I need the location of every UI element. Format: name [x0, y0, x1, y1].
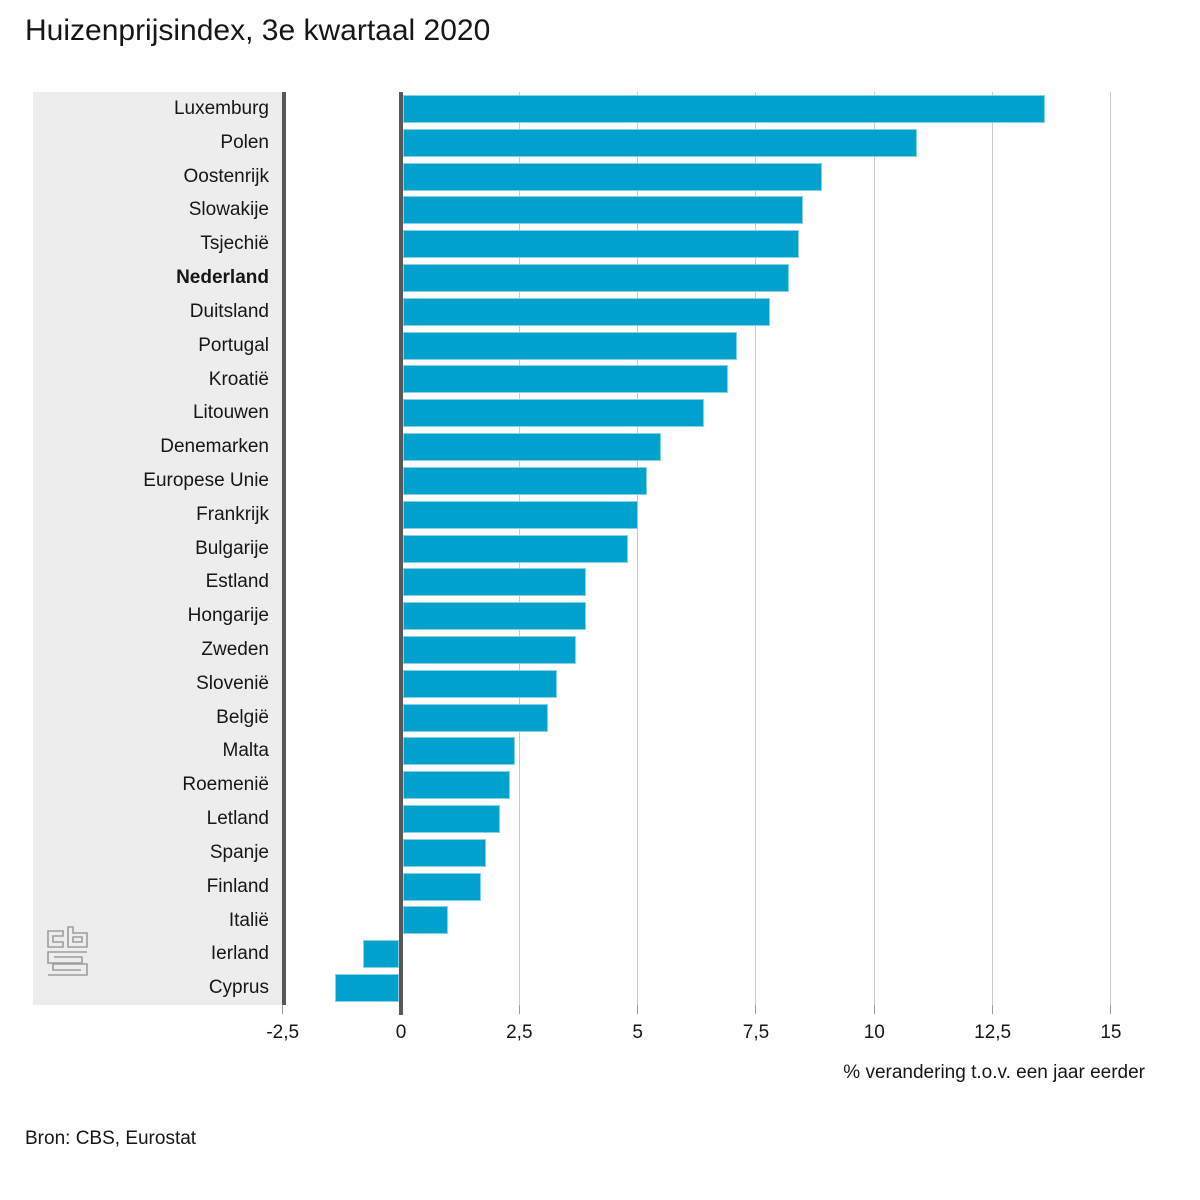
x-tick-label: 12,5: [974, 1022, 1012, 1043]
category-label: Letland: [206, 808, 269, 830]
bar: [403, 872, 482, 901]
cbs-logo-b: [67, 926, 88, 948]
x-tick: [518, 1005, 520, 1014]
bar: [403, 906, 449, 935]
cbs-logo: [47, 926, 88, 976]
bar: [403, 263, 790, 292]
category-label: Malta: [222, 740, 269, 762]
zero-axis-line: [399, 92, 403, 1015]
category-label: Frankrijk: [196, 503, 269, 525]
x-tick-label: 2,5: [506, 1022, 533, 1043]
bar: [403, 737, 515, 766]
gridline: [992, 92, 994, 1005]
bar: [403, 399, 704, 428]
category-label: Litouwen: [192, 402, 269, 424]
bar: [363, 940, 399, 969]
bar: [403, 534, 629, 563]
bar: [403, 196, 804, 225]
x-tick: [992, 1005, 994, 1014]
bar: [403, 162, 823, 191]
bar: [403, 602, 586, 631]
bar: [403, 94, 1045, 123]
bar: [403, 297, 771, 326]
chart-title: Huizenprijsindex, 3e kwartaal 2020: [25, 14, 491, 47]
category-label: Polen: [220, 131, 269, 153]
category-label: Ierland: [210, 943, 269, 965]
category-label: Zweden: [201, 639, 269, 661]
category-label: Spanje: [209, 841, 269, 863]
gridline: [637, 92, 639, 1005]
x-axis-label: % verandering t.o.v. een jaar eerder: [843, 1062, 1145, 1083]
x-tick-label: 7,5: [742, 1022, 770, 1043]
bar: [403, 703, 548, 732]
category-label: België: [216, 706, 269, 728]
x-tick-label: -2,5: [266, 1022, 300, 1043]
bar: [403, 433, 662, 462]
x-tick: [873, 1005, 875, 1014]
category-label: Luxemburg: [173, 98, 269, 119]
x-tick: [637, 1005, 639, 1014]
bar: [403, 500, 638, 529]
x-tick-label: 5: [632, 1022, 643, 1043]
category-label: Roemenië: [182, 774, 269, 796]
x-tick: [755, 1005, 757, 1014]
bar: [403, 365, 728, 394]
bar: [403, 805, 501, 834]
source-text: Bron: CBS, Eurostat: [25, 1128, 197, 1149]
x-tick-label: 0: [395, 1022, 407, 1043]
category-label: Bulgarije: [195, 537, 269, 559]
bar: [403, 669, 558, 698]
category-label: Hongarije: [187, 605, 269, 627]
category-label: Italië: [228, 909, 269, 931]
x-tick-label: 10: [863, 1022, 885, 1043]
category-label: Kroatië: [208, 368, 269, 390]
cbs-logo-c: [47, 930, 64, 948]
bar: [334, 974, 399, 1003]
bar: [403, 771, 510, 800]
x-tick-label: 15: [1100, 1022, 1122, 1043]
bar: [403, 568, 586, 597]
category-label: Portugal: [198, 334, 269, 356]
category-label-panel: Luxemburg Polen Oostenrijk Slowakije Tsjechi…: [33, 92, 286, 1005]
gridline: [755, 92, 757, 1005]
plot-area: -2,5 0 2,5 5 7,5 10 12,5 15: [266, 92, 1190, 1043]
x-tick: [1110, 1005, 1112, 1014]
cbs-logo-s-top: [47, 951, 87, 964]
bar: [403, 838, 487, 867]
category-label: Denemarken: [160, 436, 269, 458]
category-label: Estland: [205, 571, 269, 593]
bar: [403, 230, 799, 259]
category-label: Duitsland: [189, 300, 269, 322]
bar: [403, 466, 648, 495]
category-label: Europese Unie: [143, 469, 269, 491]
category-label: Finland: [206, 875, 269, 897]
gridline: [873, 92, 875, 1005]
bar: [403, 128, 917, 157]
bar: [403, 635, 577, 664]
x-tick: [282, 1005, 284, 1014]
category-label: Cyprus: [208, 977, 269, 999]
bar: [403, 331, 738, 360]
gridline: [1110, 92, 1112, 1005]
category-label: Slovenië: [196, 672, 269, 694]
category-label: Tsjechië: [200, 233, 269, 255]
category-label: Oostenrijk: [183, 165, 269, 187]
category-label: Slowakije: [188, 199, 269, 221]
cbs-logo-s-bottom: [48, 963, 88, 976]
category-label: Nederland: [176, 267, 269, 289]
